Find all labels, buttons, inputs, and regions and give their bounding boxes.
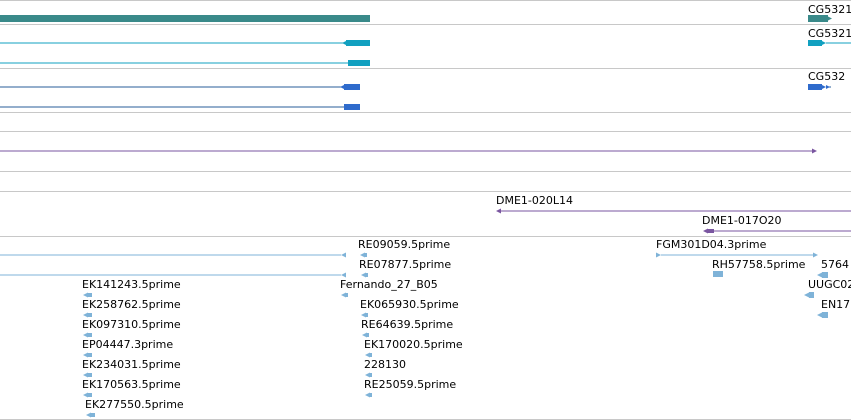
strand-arrow-icon: [361, 312, 366, 318]
gene-label[interactable]: CG532: [808, 70, 846, 83]
strand-arrow-icon: [365, 352, 370, 358]
est-block: [87, 293, 92, 297]
est-block: [345, 293, 348, 297]
gene-label[interactable]: CG5321: [808, 27, 851, 40]
est-label[interactable]: EK141243.5prime: [82, 278, 181, 291]
est-label[interactable]: 228130: [364, 358, 406, 371]
gene-exon: [344, 104, 360, 110]
est-label[interactable]: EP04447.3prime: [82, 338, 174, 351]
gene-exon: [346, 40, 370, 46]
est-label[interactable]: EK170020.5prime: [364, 338, 463, 351]
strand-arrow-icon: [817, 272, 822, 278]
strand-arrow-icon: [360, 252, 365, 258]
clone-label[interactable]: DME1-017O20: [702, 214, 782, 227]
est-label[interactable]: 5764: [821, 258, 849, 271]
strand-arrow-icon: [703, 228, 708, 234]
clone-block: [708, 229, 714, 233]
est-label[interactable]: FGM301D04.3prime: [656, 238, 767, 251]
est-block: [87, 333, 92, 337]
strand-arrow-icon: [341, 272, 346, 278]
est-label[interactable]: EK170563.5prime: [82, 378, 181, 391]
strand-arrow-icon: [83, 352, 88, 358]
est-block: [365, 273, 368, 277]
strand-arrow-icon: [83, 312, 88, 318]
strand-arrow-icon: [340, 85, 344, 89]
est-label[interactable]: EK097310.5prime: [82, 318, 181, 331]
est-block: [369, 353, 372, 357]
strand-arrow-icon: [656, 252, 661, 258]
strand-arrow-icon: [83, 392, 88, 398]
strand-arrow-icon: [804, 292, 809, 298]
est-block: [809, 292, 814, 298]
est-block: [364, 253, 367, 257]
strand-arrow-icon: [812, 148, 817, 154]
est-block: [369, 373, 372, 377]
strand-arrow-icon: [341, 252, 346, 258]
est-block: [366, 333, 369, 337]
strand-arrow-icon: [826, 85, 830, 89]
strand-arrow-icon: [86, 412, 91, 418]
est-block: [713, 271, 723, 277]
est-label[interactable]: EK234031.5prime: [82, 358, 181, 371]
gene-exon: [808, 15, 828, 22]
strand-arrow-icon: [362, 332, 367, 338]
est-label[interactable]: EK065930.5prime: [360, 298, 459, 311]
strand-arrow-icon: [496, 208, 501, 214]
est-block: [822, 272, 828, 278]
strand-arrow-icon: [341, 292, 346, 298]
gene-exon: [808, 84, 822, 90]
est-label[interactable]: EN17: [821, 298, 851, 311]
est-block: [87, 393, 92, 397]
strand-arrow-icon: [822, 41, 826, 45]
strand-arrow-icon: [813, 252, 818, 258]
est-block: [822, 312, 828, 318]
strand-arrow-icon: [828, 16, 832, 21]
est-label[interactable]: RE64639.5prime: [361, 318, 454, 331]
gene-exon: [348, 60, 370, 66]
strand-arrow-icon: [365, 392, 370, 398]
est-label[interactable]: EK277550.5prime: [85, 398, 184, 411]
est-block: [87, 353, 92, 357]
strand-arrow-icon: [342, 41, 346, 45]
est-block: [365, 313, 368, 317]
est-block: [87, 373, 92, 377]
strand-arrow-icon: [83, 292, 88, 298]
est-label[interactable]: Fernando_27_B05: [340, 278, 438, 291]
strand-arrow-icon: [822, 85, 826, 89]
gene-exon: [808, 40, 822, 46]
est-block: [369, 393, 372, 397]
est-label[interactable]: RE07877.5prime: [359, 258, 452, 271]
est-block: [90, 413, 95, 417]
gene-label[interactable]: CG5321: [808, 3, 851, 16]
strand-arrow-icon: [361, 272, 366, 278]
strand-arrow-icon: [83, 332, 88, 338]
strand-arrow-icon: [83, 372, 88, 378]
est-block: [87, 313, 92, 317]
strand-arrow-icon: [817, 312, 822, 318]
gene-exon: [344, 84, 360, 90]
est-label[interactable]: RH57758.5prime: [712, 258, 806, 271]
est-label[interactable]: RE09059.5prime: [358, 238, 451, 251]
est-label[interactable]: EK258762.5prime: [82, 298, 181, 311]
strand-arrow-icon: [365, 372, 370, 378]
clone-label[interactable]: DME1-020L14: [496, 194, 573, 207]
est-label[interactable]: RE25059.5prime: [364, 378, 457, 391]
gene-exon: [0, 15, 370, 22]
est-label[interactable]: UUGC02: [808, 278, 851, 291]
